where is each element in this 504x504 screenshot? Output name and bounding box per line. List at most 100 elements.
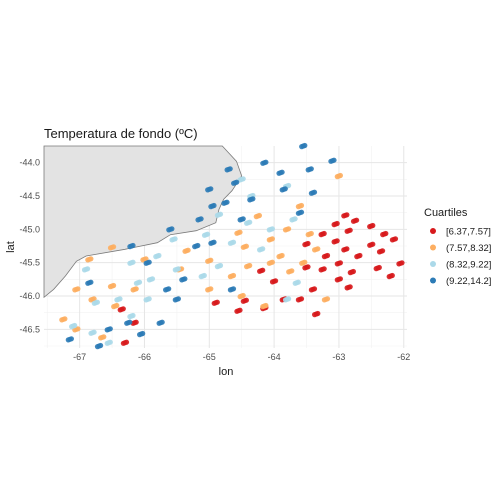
legend-title: Cuartiles: [424, 207, 468, 219]
data-point-overlap: [344, 212, 350, 218]
data-point-overlap: [337, 276, 343, 282]
data-point-overlap: [295, 279, 301, 285]
data-point-overlap: [269, 226, 275, 232]
data-point-overlap: [201, 272, 207, 279]
data-point-overlap: [230, 286, 237, 292]
data-point-overlap: [114, 302, 120, 309]
data-point-overlap: [334, 238, 340, 244]
data-point-overlap: [214, 299, 220, 305]
data-point-overlap: [195, 242, 201, 249]
y-tick-label: -46.5: [19, 324, 40, 334]
data-point-overlap: [308, 230, 314, 237]
data-point-overlap: [146, 259, 152, 265]
data-point-overlap: [146, 296, 152, 302]
data-point-overlap: [321, 230, 327, 237]
x-tick-label: -67: [73, 352, 86, 362]
x-tick-label: -63: [332, 352, 345, 362]
x-tick-label: -66: [138, 352, 151, 362]
data-point-overlap: [140, 330, 146, 337]
legend: Cuartiles [6.37,7.57] (7.57,8.32] (8.32,9.…: [424, 207, 491, 287]
chart-title: Temperatura de fondo (ºC): [44, 126, 198, 141]
data-point-overlap: [354, 217, 360, 223]
data-point-overlap: [298, 209, 305, 215]
data-point-overlap: [169, 226, 175, 232]
data-point-overlap: [263, 302, 269, 309]
legend-label: (7.57,8.32]: [446, 243, 491, 254]
data-point-overlap: [311, 286, 318, 292]
data-point-overlap: [286, 296, 292, 302]
data-point-overlap: [370, 241, 376, 247]
data-point-overlap: [344, 246, 350, 252]
data-point-overlap: [185, 247, 191, 253]
data-point-overlap: [85, 266, 91, 272]
legend-key: [430, 228, 436, 234]
data-point-overlap: [305, 264, 311, 270]
data-point-overlap: [133, 286, 139, 292]
data-point-overlap: [159, 319, 165, 325]
legend-key: [430, 244, 436, 251]
data-point-overlap: [211, 239, 217, 245]
data-point-overlap: [286, 182, 292, 189]
x-tick-label: -62: [397, 352, 410, 362]
data-point-overlap: [75, 326, 81, 332]
data-point-overlap: [117, 296, 123, 302]
data-point-overlap: [305, 240, 311, 247]
data-point-overlap: [91, 296, 97, 302]
data-point-overlap: [230, 239, 237, 245]
data-point-overlap: [250, 196, 256, 202]
data-point-overlap: [94, 299, 100, 305]
data-point-overlap: [334, 220, 340, 227]
data-point-overlap: [279, 169, 285, 175]
data-point-overlap: [62, 316, 68, 322]
data-points: [59, 142, 405, 350]
data-point-overlap: [68, 336, 74, 342]
data-point-overlap: [302, 259, 308, 265]
data-point-overlap: [263, 159, 269, 165]
data-point-overlap: [224, 199, 230, 205]
data-point-overlap: [175, 266, 181, 272]
data-point-overlap: [175, 296, 181, 302]
data-point-overlap: [315, 246, 321, 252]
data-point-overlap: [282, 186, 288, 192]
data-point-overlap: [370, 222, 376, 229]
land-layer: [43, 145, 243, 299]
data-point-overlap: [240, 216, 246, 222]
data-point-overlap: [98, 342, 104, 349]
data-point-overlap: [130, 312, 136, 319]
y-tick-label: -44.5: [19, 191, 40, 201]
data-point-overlap: [130, 242, 136, 249]
data-point-overlap: [88, 256, 94, 262]
data-point-overlap: [324, 296, 331, 302]
y-tick-label: -44.0: [19, 158, 40, 168]
data-point-overlap: [292, 216, 298, 222]
data-point-overlap: [172, 236, 178, 242]
data-point-overlap: [91, 329, 97, 335]
data-point-overlap: [130, 259, 136, 265]
axis-labels: -67 -66 -65 -64 -63 -62 -44.0 -44.5 -45.0 -45.5 -4…: [19, 158, 410, 362]
data-point-overlap: [243, 243, 249, 249]
data-point-overlap: [247, 219, 253, 225]
data-point-overlap: [111, 244, 117, 250]
x-tick-label: -64: [268, 352, 281, 362]
legend-label: (8.32,9.22]: [446, 260, 491, 271]
data-point-overlap: [205, 231, 211, 237]
data-point-overlap: [279, 252, 285, 259]
data-point-overlap: [127, 319, 133, 325]
data-point-overlap: [156, 252, 162, 259]
data-point-overlap: [298, 202, 305, 209]
data-point-overlap: [149, 276, 156, 282]
data-point-overlap: [120, 306, 126, 312]
data-point-overlap: [208, 286, 214, 292]
x-tick-label: -65: [203, 352, 216, 362]
legend-label: (9.22,14.2]: [446, 276, 491, 287]
data-point-overlap: [380, 248, 386, 254]
data-point-overlap: [230, 272, 237, 279]
data-point-overlap: [286, 226, 292, 232]
data-point-overlap: [243, 297, 249, 303]
data-point-overlap: [269, 236, 275, 242]
data-point-overlap: [123, 339, 130, 345]
data-point-overlap: [392, 236, 399, 242]
legend-label: [6.37,7.57]: [446, 227, 491, 238]
data-point-overlap: [376, 264, 382, 271]
